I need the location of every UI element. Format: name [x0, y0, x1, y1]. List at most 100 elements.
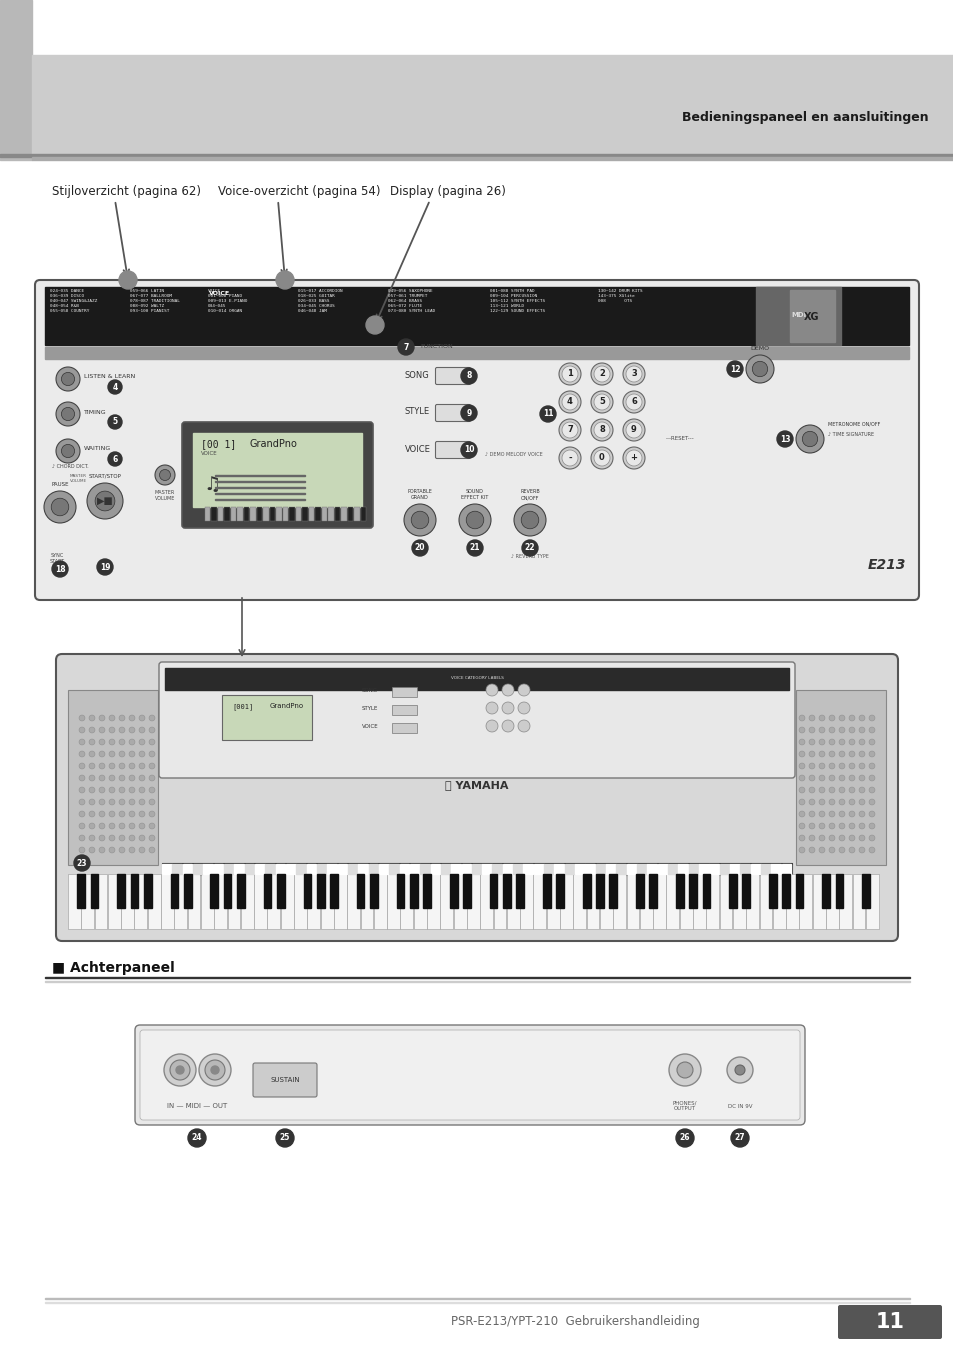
Circle shape — [139, 811, 145, 817]
Circle shape — [558, 419, 580, 440]
Circle shape — [828, 739, 834, 744]
Circle shape — [79, 763, 85, 769]
Circle shape — [734, 1065, 744, 1075]
Circle shape — [501, 703, 514, 713]
Bar — [68, 874, 81, 929]
Bar — [678, 865, 687, 874]
Circle shape — [199, 1054, 231, 1086]
Circle shape — [539, 407, 556, 422]
Circle shape — [561, 422, 578, 438]
Circle shape — [858, 811, 864, 817]
Circle shape — [808, 739, 814, 744]
Text: IN — MIDI — OUT: IN — MIDI — OUT — [167, 1102, 227, 1109]
Bar — [489, 874, 497, 908]
Circle shape — [808, 775, 814, 781]
Bar — [280, 874, 294, 929]
Bar — [554, 865, 563, 874]
Circle shape — [119, 823, 125, 830]
Bar — [370, 874, 377, 908]
Text: ■ Achterpaneel: ■ Achterpaneel — [52, 961, 174, 975]
Circle shape — [808, 763, 814, 769]
Circle shape — [799, 775, 804, 781]
Circle shape — [677, 1062, 692, 1078]
Circle shape — [460, 442, 476, 458]
Bar — [253, 874, 267, 929]
Circle shape — [520, 511, 538, 528]
Text: GrandPno: GrandPno — [250, 439, 297, 449]
Bar — [316, 874, 324, 908]
Circle shape — [119, 835, 125, 842]
Circle shape — [808, 798, 814, 805]
Text: ♪ DEMO MELODY VOICE: ♪ DEMO MELODY VOICE — [484, 451, 542, 457]
Bar — [639, 874, 652, 929]
Circle shape — [818, 763, 824, 769]
Circle shape — [828, 775, 834, 781]
Bar — [275, 865, 285, 874]
Text: 7: 7 — [403, 343, 408, 351]
Text: 059~066 LATIN
067~077 BALLROOM
078~087 TRADITIONAL
088~092 WALTZ
093~100 PIANIST: 059~066 LATIN 067~077 BALLROOM 078~087 T… — [130, 289, 180, 313]
Text: 24: 24 — [192, 1133, 202, 1143]
Bar — [839, 874, 851, 929]
Circle shape — [79, 775, 85, 781]
Bar — [693, 874, 705, 929]
Circle shape — [129, 823, 135, 830]
Bar — [427, 874, 439, 929]
Circle shape — [838, 811, 844, 817]
Circle shape — [818, 798, 824, 805]
Circle shape — [848, 727, 854, 734]
Circle shape — [622, 390, 644, 413]
Circle shape — [188, 1129, 206, 1147]
Circle shape — [139, 727, 145, 734]
Circle shape — [726, 361, 742, 377]
Text: MDI: MDI — [791, 312, 805, 317]
Circle shape — [868, 727, 874, 734]
Bar — [430, 865, 440, 874]
Bar — [303, 874, 311, 908]
Bar — [676, 874, 683, 908]
Circle shape — [858, 835, 864, 842]
Bar — [481, 865, 492, 874]
Circle shape — [745, 355, 773, 382]
Text: START/STOP: START/STOP — [89, 474, 121, 480]
Bar — [241, 874, 253, 929]
Bar — [719, 865, 729, 874]
Bar — [374, 874, 386, 929]
Bar — [821, 874, 829, 908]
Bar — [263, 874, 271, 908]
Circle shape — [119, 763, 125, 769]
Bar — [688, 874, 697, 908]
Bar — [0, 154, 953, 157]
Circle shape — [838, 775, 844, 781]
Circle shape — [109, 751, 115, 757]
Circle shape — [108, 380, 122, 394]
Bar — [174, 874, 187, 929]
Text: FUNCTION: FUNCTION — [419, 345, 453, 350]
Bar — [131, 874, 138, 908]
Text: 8: 8 — [466, 372, 471, 381]
Circle shape — [109, 798, 115, 805]
Text: 10: 10 — [463, 446, 474, 454]
Bar — [231, 507, 236, 521]
Bar — [626, 874, 639, 929]
Circle shape — [858, 775, 864, 781]
Bar — [327, 865, 336, 874]
Bar — [81, 874, 94, 929]
Circle shape — [590, 363, 613, 385]
Text: ♪ CHORD DICT.: ♪ CHORD DICT. — [51, 463, 89, 469]
Circle shape — [868, 847, 874, 852]
Bar — [294, 874, 307, 929]
Bar — [212, 507, 216, 521]
Text: 0: 0 — [598, 454, 604, 462]
Bar — [400, 874, 413, 929]
Bar — [519, 874, 533, 929]
Circle shape — [149, 798, 154, 805]
Bar — [586, 874, 598, 929]
Circle shape — [594, 394, 609, 409]
Bar — [613, 874, 625, 929]
Circle shape — [558, 363, 580, 385]
Circle shape — [858, 727, 864, 734]
Circle shape — [99, 823, 105, 830]
Text: VOICE: VOICE — [201, 451, 217, 457]
Circle shape — [411, 511, 428, 528]
Bar — [162, 863, 791, 875]
